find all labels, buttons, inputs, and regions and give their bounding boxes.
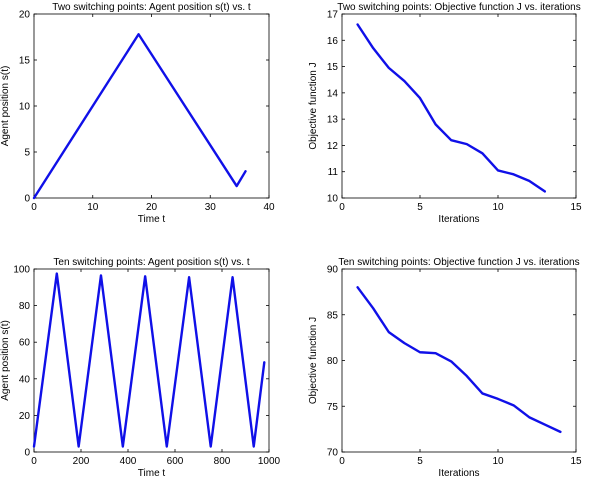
bottom-right-x-tick-label: 0: [339, 456, 345, 467]
bottom-left-x-tick-label: 400: [120, 456, 137, 467]
top-left-y-tick-label: 15: [19, 56, 31, 67]
top-right-y-tick-label: 13: [327, 115, 339, 126]
bottom-right-plot-area: [341, 268, 577, 453]
top-right-y-axis-label: Objective function J: [308, 62, 319, 149]
top-left-x-tick-label: 20: [146, 202, 158, 213]
bottom-left-x-tick-label: 600: [167, 456, 184, 467]
top-right-y-tick-label: 11: [328, 167, 339, 178]
bottom-left-x-tick-label: 200: [73, 456, 90, 467]
bottom-right-x-tick-label: 5: [417, 456, 423, 467]
top-right-x-axis-label: Iterations: [438, 214, 479, 225]
bottom-left-y-tick-label: 20: [19, 411, 31, 422]
bottom-left-chart-title: Ten switching points: Agent position s(t…: [53, 257, 249, 268]
top-left-y-axis-label: Agent position s(t): [0, 66, 11, 147]
top-left-series-line: [32, 33, 247, 200]
top-left-x-tick-label: 30: [205, 202, 217, 213]
bottom-right-y-tick-label: 85: [327, 310, 339, 321]
bottom-right-y-tick-label: 70: [327, 448, 339, 459]
top-right-y-tick-label: 14: [327, 88, 339, 99]
top-right-x-tick-label: 15: [570, 202, 582, 213]
top-right-plot-area: [341, 13, 577, 199]
bottom-left-y-axis-label: Agent position s(t): [0, 320, 11, 401]
top-right-y-tick-label: 15: [327, 62, 339, 73]
top-left-plot-area: [33, 13, 270, 199]
top-left-x-tick-label: 10: [87, 202, 99, 213]
top-left-y-tick-label: 5: [24, 148, 30, 159]
top-left-x-axis-label: Time t: [138, 214, 166, 225]
top-left-chart: 0 10 20 30 40 0 5 10 15 20 Two switching points: A…: [0, 2, 275, 225]
top-right-y-tick-label: 16: [327, 36, 339, 47]
top-left-chart-title: Two switching points: Agent position s(t…: [52, 2, 251, 13]
top-left-y-tick-label: 0: [24, 194, 30, 205]
top-left-x-tick-label: 0: [31, 202, 37, 213]
top-right-x-tick-label: 5: [417, 202, 423, 213]
bottom-left-y-tick-label: 60: [19, 338, 31, 349]
bottom-left-y-tick-label: 80: [19, 301, 31, 312]
top-right-y-tick-label: 17: [327, 10, 339, 21]
bottom-right-x-tick-label: 15: [570, 456, 582, 467]
bottom-left-x-tick-label: 1000: [258, 456, 281, 467]
top-left-y-tick-label: 20: [19, 10, 31, 21]
bottom-left-x-axis-label: Time t: [138, 468, 166, 479]
top-left-y-tick-label: 10: [19, 102, 31, 113]
top-right-x-tick-label: 0: [339, 202, 345, 213]
bottom-right-y-tick-label: 90: [327, 265, 339, 276]
top-right-y-tick-label: 10: [327, 194, 339, 205]
bottom-right-x-tick-label: 10: [492, 456, 504, 467]
bottom-right-chart-title: Ten switching points: Objective function…: [338, 257, 579, 268]
top-right-series-line: [356, 23, 546, 193]
bottom-left-x-tick-label: 800: [214, 456, 231, 467]
bottom-right-x-axis-label: Iterations: [438, 468, 479, 479]
bottom-left-x-tick-label: 0: [31, 456, 37, 467]
top-left-x-tick-label: 40: [263, 202, 275, 213]
bottom-left-plot-area: [33, 268, 270, 453]
bottom-left-chart: 0 200 400 600 800 1000 0 20 40 60 80 100 Ten switchi…: [0, 257, 281, 479]
bottom-right-y-axis-label: Objective function J: [308, 317, 319, 404]
bottom-left-y-tick-label: 40: [19, 374, 31, 385]
bottom-left-y-tick-label: 0: [24, 448, 30, 459]
top-right-chart-title: Two switching points: Objective function…: [337, 2, 580, 13]
bottom-left-series-line: [32, 272, 266, 448]
bottom-right-series-line: [356, 286, 562, 434]
bottom-right-y-tick-label: 80: [327, 356, 339, 367]
top-right-y-tick-label: 12: [327, 141, 339, 152]
bottom-right-y-tick-label: 75: [327, 402, 339, 413]
bottom-left-y-tick-label: 100: [13, 265, 30, 276]
top-right-x-tick-label: 10: [492, 202, 504, 213]
